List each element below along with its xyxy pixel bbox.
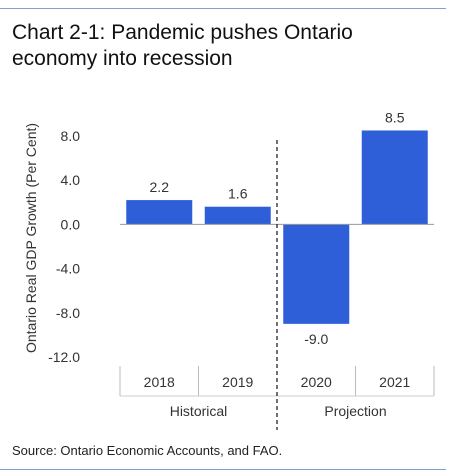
x-tick-label-2021: 2021 (379, 374, 410, 390)
y-tick-label: -4.0 (56, 261, 80, 277)
bar-chart: Ontario Real GDP Growth (Per Cent) 8.0 4.… (23, 109, 435, 430)
bars-group (126, 130, 428, 324)
y-tick-label: 8.0 (61, 128, 81, 144)
x-tick-label-2020: 2020 (301, 374, 332, 390)
chart-title: Chart 2-1: Pandemic pushes Ontario econo… (12, 21, 353, 70)
value-label-2018: 2.2 (150, 179, 170, 195)
bar-2021 (361, 130, 428, 225)
top-rule (0, 8, 446, 9)
value-label-2020: -9.0 (304, 331, 328, 347)
x-axis: 2018 2019 2020 2021 (119, 140, 435, 430)
value-label-2019: 1.6 (228, 186, 248, 202)
y-tick-label: 4.0 (61, 172, 81, 188)
y-tick-label: 0.0 (61, 216, 81, 232)
y-axis-ticks: 8.0 4.0 0.0 -4.0 -8.0 -12.0 (48, 128, 80, 365)
x-tick-label-2018: 2018 (144, 374, 175, 390)
y-axis-label: Ontario Real GDP Growth (Per Cent) (23, 123, 39, 353)
y-tick-label: -8.0 (56, 305, 80, 321)
x-tick-label-2019: 2019 (222, 374, 253, 390)
group-label-1: Projection (324, 403, 386, 419)
group-labels: Historical Projection (170, 403, 387, 419)
value-label-2021: 8.5 (385, 109, 405, 125)
value-labels: 2.2 1.6 -9.0 8.5 (150, 109, 405, 346)
bottom-rule (0, 469, 446, 470)
y-tick-label: -12.0 (48, 349, 80, 365)
bar-2020 (283, 224, 350, 324)
source-note: Source: Ontario Economic Accounts, and F… (12, 443, 283, 458)
bar-2018 (126, 200, 193, 225)
group-label-0: Historical (170, 403, 228, 419)
bar-2019 (204, 206, 271, 225)
